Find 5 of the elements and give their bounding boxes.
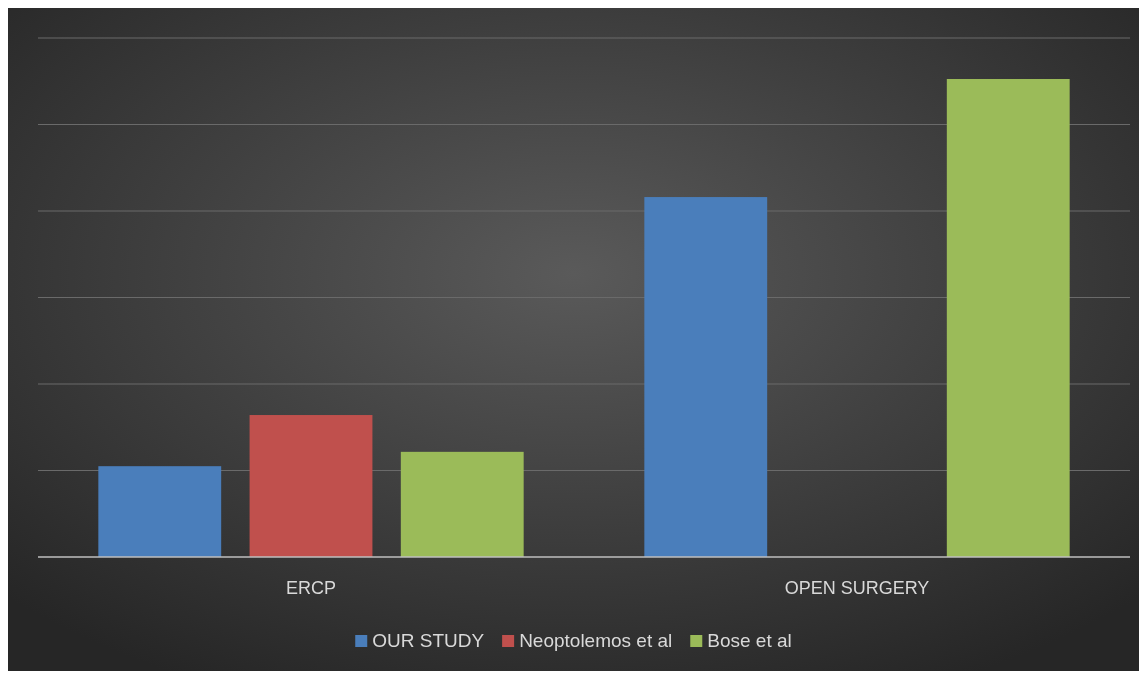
legend-label: Neoptolemos et al — [519, 630, 673, 651]
legend-label: OUR STUDY — [372, 630, 485, 651]
legend-label: Bose et al — [707, 630, 792, 651]
x-tick-label: OPEN SURGERY — [784, 578, 930, 598]
x-tick-label: ERCP — [285, 578, 337, 598]
